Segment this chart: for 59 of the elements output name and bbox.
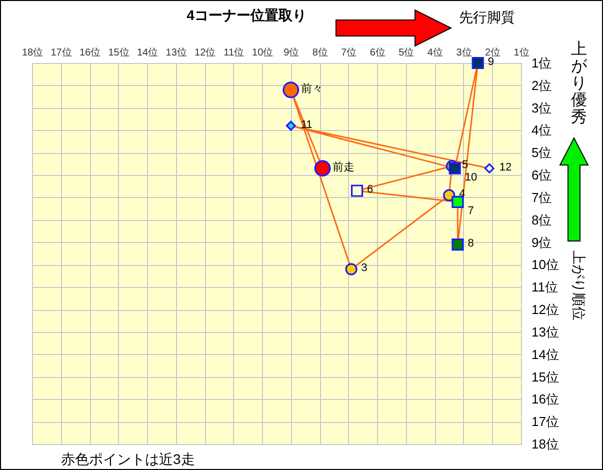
annotation: 9 xyxy=(488,56,494,68)
annotation: 前走 xyxy=(332,160,355,174)
y-tick-label: 13位 xyxy=(532,324,559,340)
x-tick-label: 17位 xyxy=(50,46,72,58)
point xyxy=(282,82,300,98)
annotation: 10 xyxy=(464,171,478,184)
point xyxy=(484,163,494,174)
point xyxy=(286,120,296,131)
x-tick-label: 4位 xyxy=(427,46,443,58)
x-tick-label: 11位 xyxy=(224,46,244,58)
x-tick-label: 10位 xyxy=(252,46,274,58)
y-tick-label: 12位 xyxy=(532,302,559,318)
text: 上がり優秀 xyxy=(570,41,588,126)
point xyxy=(350,184,364,197)
x-tick-label: 6位 xyxy=(370,46,386,58)
x-tick-label: 9位 xyxy=(284,46,300,58)
y-axis-title: 上がり順位 xyxy=(570,250,587,320)
point xyxy=(448,162,461,174)
x-tick-label: 16位 xyxy=(79,46,101,58)
y-tick-label: 11位 xyxy=(532,280,558,295)
point xyxy=(443,189,456,202)
x-tick-label: 7位 xyxy=(341,46,357,58)
annotation: 8 xyxy=(468,238,474,250)
point xyxy=(345,263,358,276)
x-tick-label: 15位 xyxy=(108,46,130,58)
y-tick-label: 4位 xyxy=(532,122,552,138)
y-tick-label: 8位 xyxy=(532,212,552,228)
y-tick-label: 2位 xyxy=(532,78,552,93)
point xyxy=(314,160,331,177)
annotation: 12 xyxy=(499,161,512,174)
text: 先行脚質 xyxy=(459,9,515,27)
x-tick-label: 12位 xyxy=(194,46,216,58)
y-tick-label: 17位 xyxy=(532,414,559,430)
x-tick-label: 14位 xyxy=(136,46,158,58)
x-tick-label: 8位 xyxy=(312,46,328,58)
x-tick-label: 1位 xyxy=(514,46,530,58)
text: 赤色ポイントは近3走 xyxy=(61,451,195,469)
annotation: 7 xyxy=(468,204,474,217)
y-tick-label: 9位 xyxy=(532,234,552,250)
y-tick-label: 10位 xyxy=(532,257,559,272)
point xyxy=(452,238,464,251)
annotation: 3 xyxy=(361,262,368,274)
x-tick-label: 3位 xyxy=(456,46,472,58)
y-tick-label: 16位 xyxy=(532,392,559,407)
x-tick-label: 2位 xyxy=(484,46,501,58)
y-tick-label: 5位 xyxy=(532,145,552,160)
x-tick-label: 5位 xyxy=(398,46,414,58)
y-tick-label: 18位 xyxy=(532,436,559,452)
y-tick-label: 6位 xyxy=(532,168,552,183)
point xyxy=(452,196,464,208)
x-tick-label: 18位 xyxy=(22,46,44,58)
y-tick-label: 3位 xyxy=(532,100,552,116)
point xyxy=(472,56,484,70)
y-tick-label: 15位 xyxy=(532,369,559,384)
y-tick-label: 14位 xyxy=(532,346,559,362)
annotation: 前々 xyxy=(300,82,323,95)
x-tick-label: 13位 xyxy=(166,46,187,58)
y-tick-label: 7位 xyxy=(532,190,552,205)
chart-title: 4コーナー位置取り xyxy=(186,7,306,23)
